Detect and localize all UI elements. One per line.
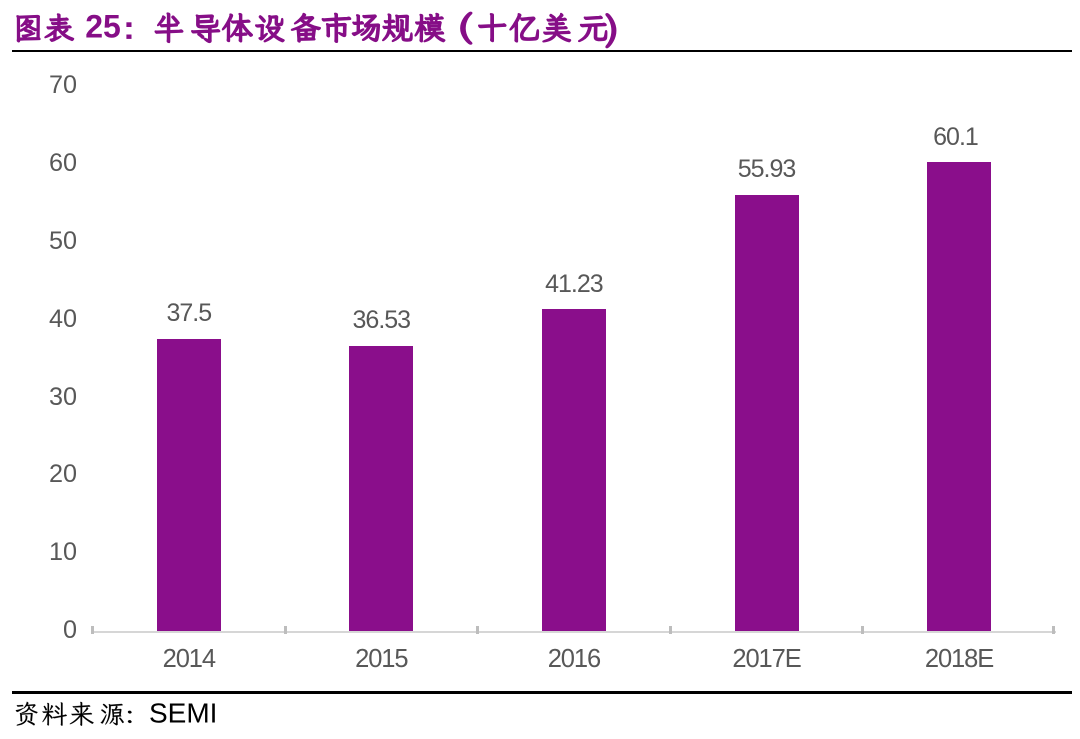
svg-text:SEMI: SEMI bbox=[149, 698, 217, 729]
svg-text:25: 25 bbox=[85, 8, 121, 44]
